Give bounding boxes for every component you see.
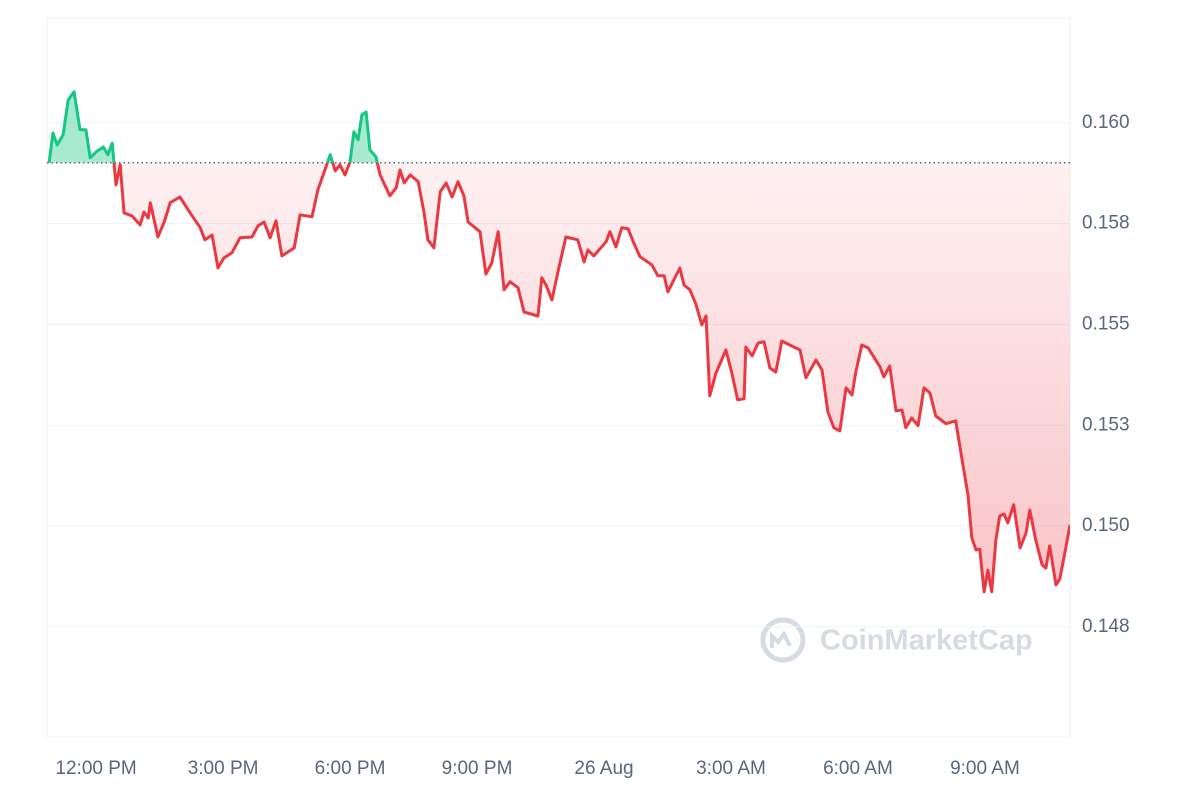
x-tick-label: 3:00 AM bbox=[696, 758, 766, 779]
watermark-text: CoinMarketCap bbox=[820, 625, 1033, 657]
y-tick-label: 0.150 bbox=[1082, 515, 1130, 536]
x-tick-label: 9:00 PM bbox=[442, 758, 513, 779]
y-tick-label: 0.148 bbox=[1082, 616, 1130, 637]
x-tick-label: 3:00 PM bbox=[188, 758, 259, 779]
x-tick-label: 9:00 AM bbox=[950, 758, 1020, 779]
area-above bbox=[49, 91, 378, 163]
y-tick-label: 0.155 bbox=[1082, 313, 1130, 334]
y-tick-label: 0.153 bbox=[1082, 414, 1130, 435]
y-tick-label: 0.160 bbox=[1082, 112, 1130, 133]
x-tick-label: 6:00 PM bbox=[315, 758, 386, 779]
x-tick-label: 26 Aug bbox=[574, 758, 633, 779]
area-below bbox=[49, 162, 1070, 592]
price-line-below bbox=[48, 162, 1070, 594]
x-tick-label: 6:00 AM bbox=[823, 758, 893, 779]
y-tick-label: 0.158 bbox=[1082, 213, 1130, 234]
watermark: CoinMarketCap bbox=[760, 617, 1033, 663]
x-tick-label: 12:00 PM bbox=[55, 758, 136, 779]
